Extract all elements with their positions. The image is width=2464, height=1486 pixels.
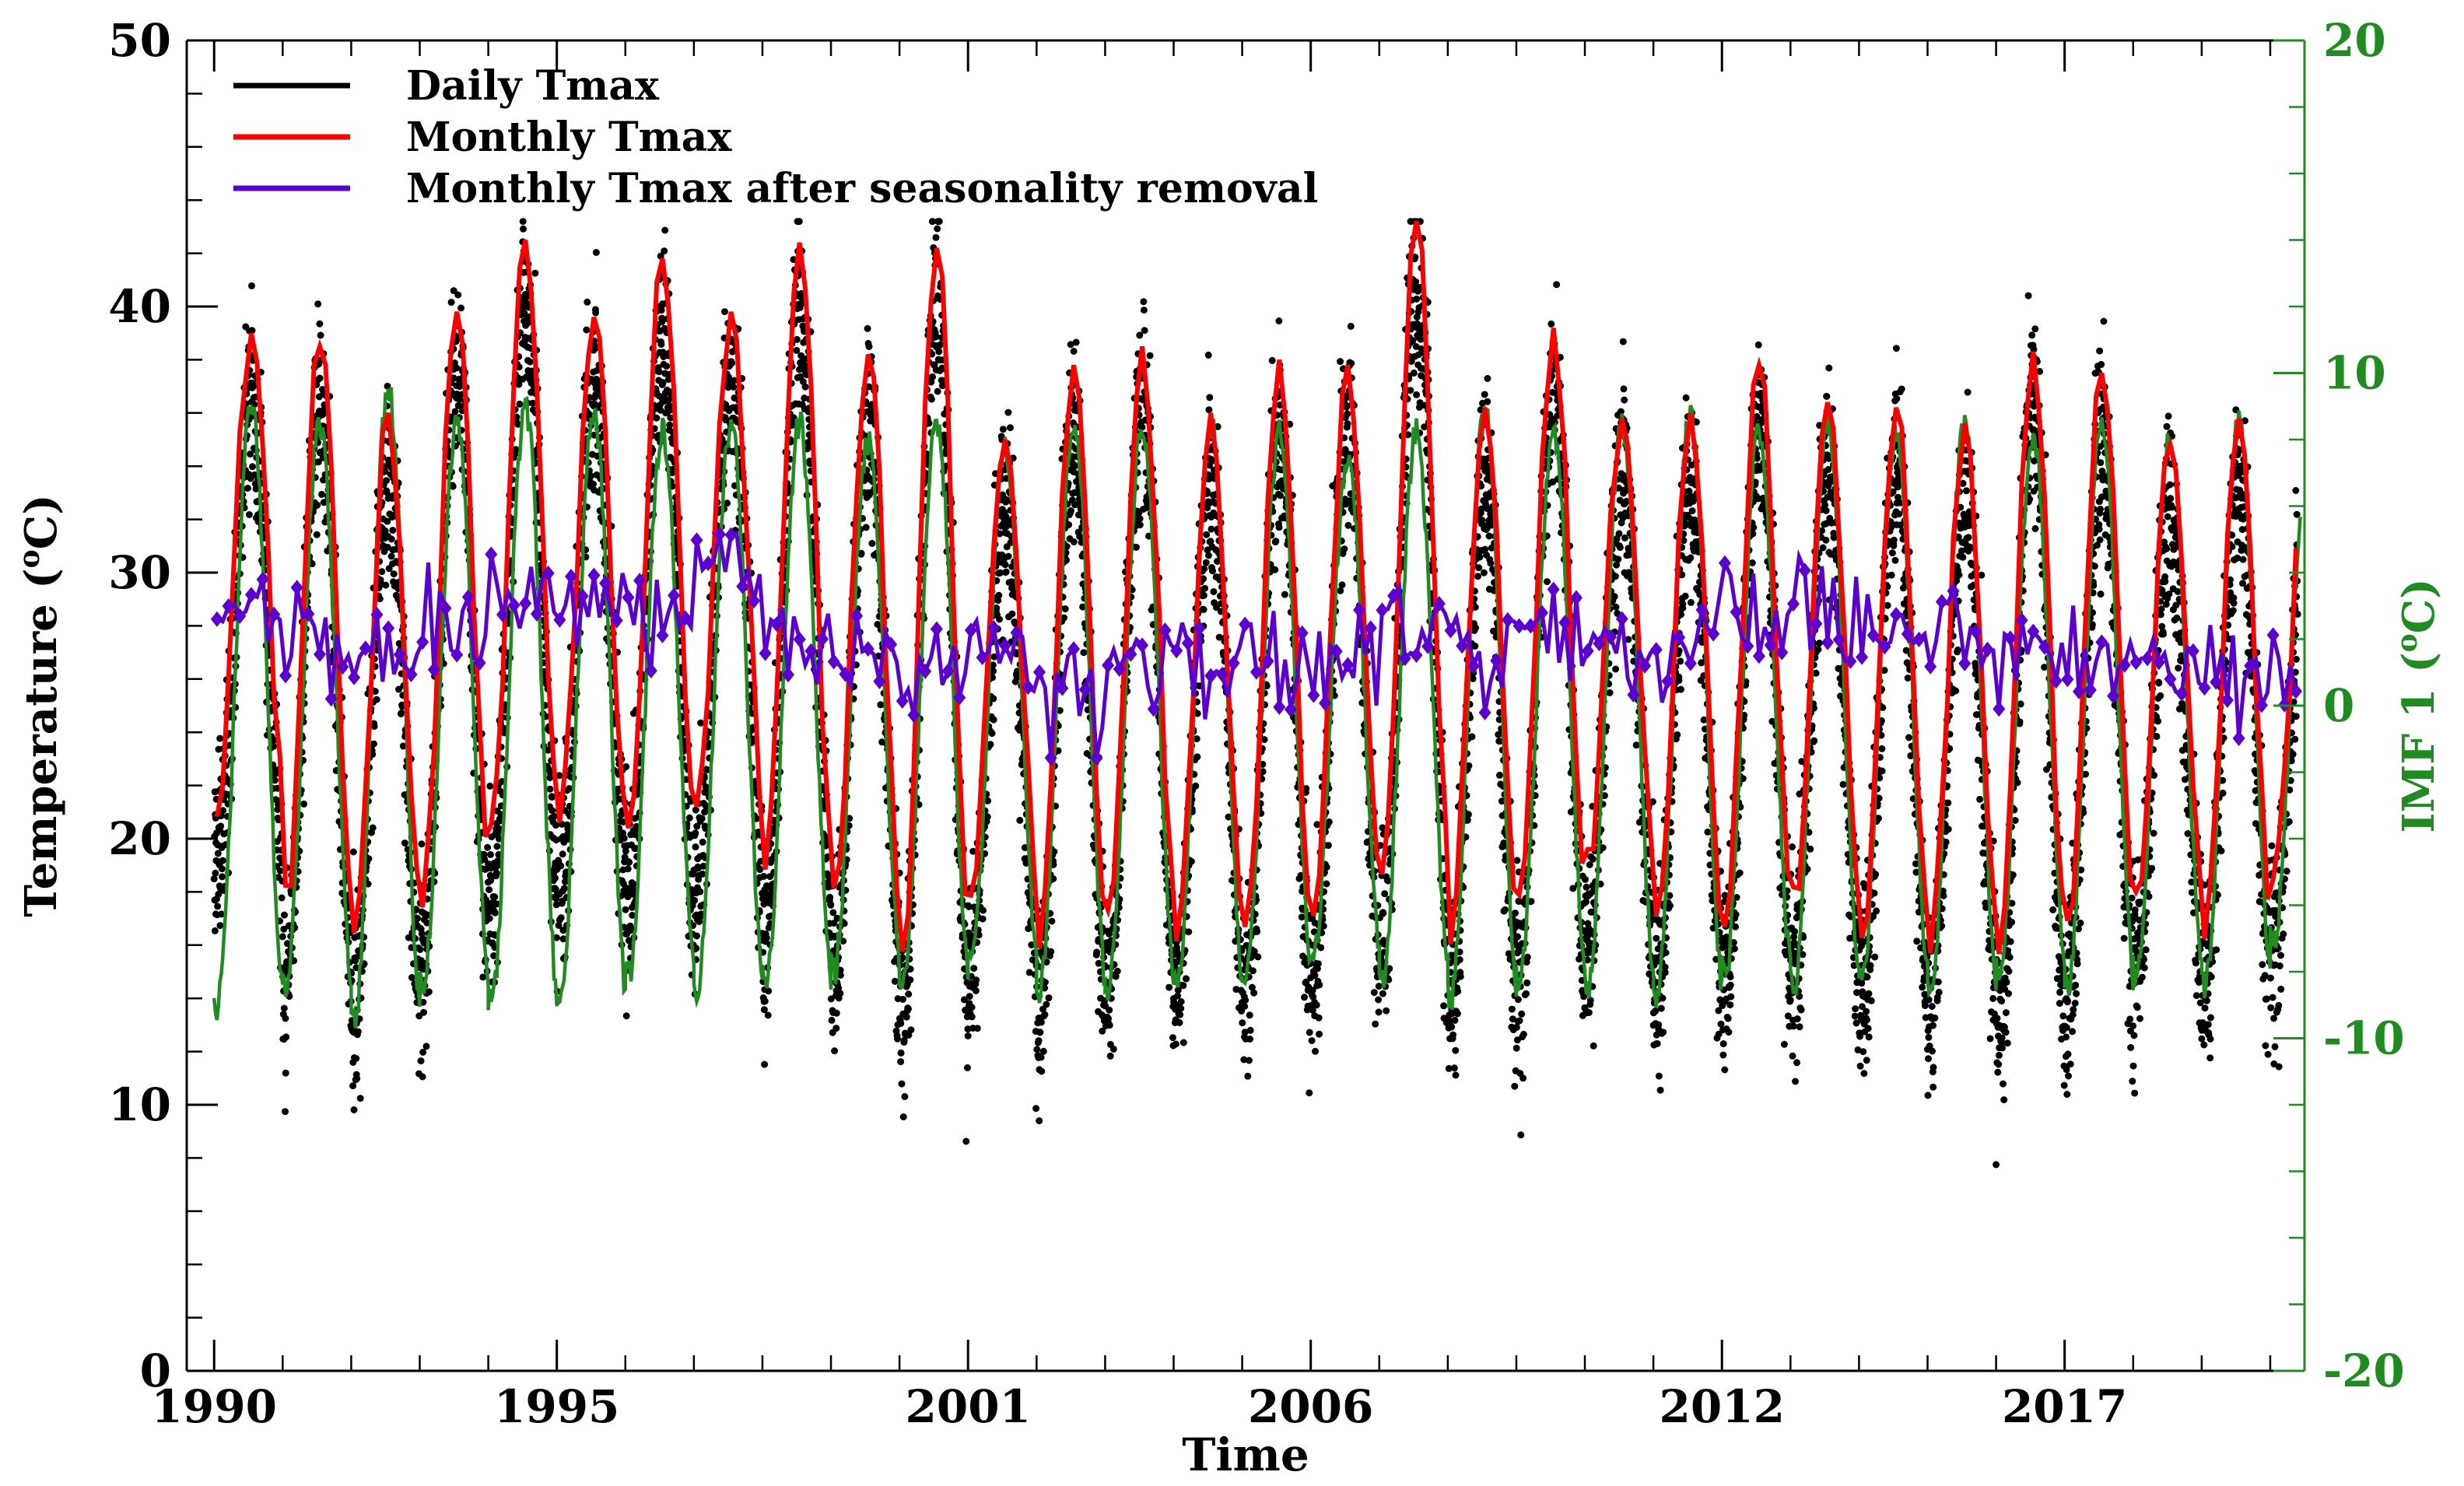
x-tick-label: 2006 bbox=[1248, 1380, 1373, 1433]
x-tick-label: 1990 bbox=[152, 1380, 277, 1433]
daily-tmax-scatter bbox=[210, 218, 2301, 1169]
x-tick-label: 1995 bbox=[494, 1380, 619, 1433]
axes-layer: 0 10 20 30 40 50 -20 -10 0 10 20 1990 1995 2001 2006 20… bbox=[108, 14, 2405, 1433]
y-tick-label: 40 bbox=[108, 280, 171, 333]
y2-tick-label: 0 bbox=[2323, 679, 2354, 732]
x-tick-label: 2001 bbox=[906, 1380, 1031, 1433]
y-tick-label: 10 bbox=[108, 1078, 171, 1131]
y2-tick-label: 20 bbox=[2323, 14, 2386, 67]
legend-label-deseasonalized: Monthly Tmax after seasonality removal bbox=[406, 165, 1318, 212]
y-axis-label-unit: C) bbox=[16, 494, 67, 549]
legend: Daily Tmax Monthly Tmax Monthly Tmax aft… bbox=[233, 62, 1318, 212]
y2-axis-label-unit: C) bbox=[2393, 578, 2445, 633]
x-axis-label: Time bbox=[1182, 1428, 1309, 1481]
legend-label-daily: Daily Tmax bbox=[406, 62, 660, 110]
y-tick-label: 0 bbox=[140, 1344, 171, 1397]
monthly-tmax-line bbox=[214, 221, 2298, 955]
y2-axis-label-sup: o bbox=[2391, 633, 2424, 652]
deseasonalized-markers bbox=[210, 526, 2302, 766]
y-axis-label: Temperature (oC) bbox=[13, 494, 67, 917]
y2-tick-label: -10 bbox=[2323, 1012, 2405, 1065]
x-tick-label: 2017 bbox=[2002, 1380, 2127, 1433]
series-layer bbox=[210, 218, 2302, 1169]
y-tick-label: 30 bbox=[108, 546, 171, 599]
y-axis-label-sup: o bbox=[13, 549, 46, 568]
daily-tmax-points bbox=[210, 218, 2301, 1169]
y-tick-label: 20 bbox=[108, 812, 171, 865]
y-axis-label-base: Temperature ( bbox=[16, 568, 67, 916]
legend-label-monthly: Monthly Tmax bbox=[406, 114, 732, 161]
y2-tick-label: 10 bbox=[2323, 347, 2386, 400]
y-tick-label: 50 bbox=[108, 14, 171, 67]
x-tick-label: 2012 bbox=[1660, 1380, 1785, 1433]
y2-axis-label-base: IMF 1 ( bbox=[2393, 652, 2445, 832]
y2-axis-label: IMF 1 (oC) bbox=[2391, 578, 2445, 833]
y2-tick-label: -20 bbox=[2323, 1344, 2405, 1397]
